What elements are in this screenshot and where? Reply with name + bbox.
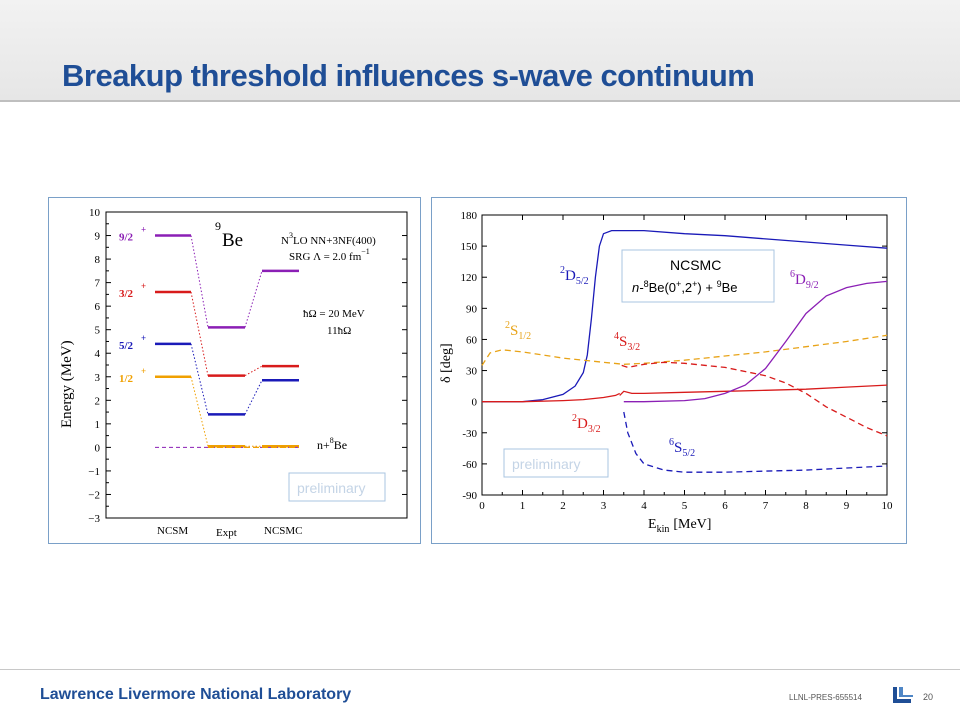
x-tick-label: 7 (763, 500, 769, 512)
level-connector (190, 343, 209, 415)
legend-box (621, 249, 775, 303)
threshold-label: n+8Be (317, 436, 347, 452)
level-label: 1/2 (119, 373, 134, 385)
series-label: 4S3/2 (614, 331, 640, 353)
y-tick-label: 2 (95, 395, 101, 407)
footer-divider (0, 669, 960, 670)
hw-label: ħΩ = 20 MeV (303, 308, 365, 320)
preliminary-watermark: preliminary (512, 456, 580, 472)
y-tick-label: -90 (462, 490, 477, 502)
column-label-ncsmc: NCSMC (264, 525, 303, 537)
phase-shift-chart: 0 1 2 3 4 5 6 7 8 9 10 180 150 120 90 60 30 0 -30 -60 -90 δ … (439, 210, 894, 535)
y-tick-label: 4 (95, 348, 101, 360)
x-tick-label: 10 (882, 500, 894, 512)
nmax-label: 11ħΩ (327, 325, 351, 337)
y-tick-label: 1 (95, 419, 101, 431)
legend-text: n-8Be(0+,2+) + 9Be (632, 279, 738, 295)
preliminary-box (288, 472, 386, 502)
column-label-expt: Expt (216, 527, 237, 539)
x-tick-label: 4 (641, 500, 647, 512)
y-tick-label: -60 (462, 459, 477, 471)
series-line (482, 229, 888, 403)
level-parity: + (141, 281, 146, 291)
footer-document-code: LLNL-PRES-655514 (789, 693, 862, 702)
y-tick-label: -30 (462, 428, 477, 440)
series-label: 2S1/2 (505, 320, 531, 342)
y-axis-label: δ [deg] (439, 343, 454, 383)
series-line (481, 334, 888, 366)
y-tick-label: −3 (88, 513, 100, 525)
slide-title: Breakup threshold influences s-wave cont… (62, 58, 755, 93)
y-tick-label: 8 (95, 254, 101, 266)
llnl-logo-icon (893, 687, 913, 703)
srg-label: SRG Λ = 2.0 fm−1 (289, 247, 370, 263)
phase-shift-panel: 0 1 2 3 4 5 6 7 8 9 10 180 150 120 90 60 30 0 -30 -60 -90 δ … (431, 197, 907, 544)
x-tick-label: 6 (722, 500, 728, 512)
series-line (623, 280, 888, 403)
y-tick-label: 30 (466, 366, 478, 378)
level-connector (244, 380, 263, 415)
x-tick-label: 1 (520, 500, 526, 512)
nucleus-mass: 9 (215, 219, 221, 233)
level-connector (190, 291, 209, 376)
x-tick-label: 2 (560, 500, 566, 512)
level-connector (244, 365, 263, 377)
x-tick-label: 3 (601, 500, 607, 512)
level-parity: + (141, 225, 146, 235)
interaction-label: N3LO NN+3NF(400) (281, 231, 376, 247)
y-tick-label: 9 (95, 231, 101, 243)
title-band (0, 0, 960, 102)
y-tick-label: 90 (466, 303, 478, 315)
level-label: 9/2 (119, 232, 134, 244)
level-parity: + (141, 366, 146, 376)
series-line (621, 361, 888, 437)
series-label: 6S5/2 (669, 437, 695, 459)
x-tick-label: 8 (803, 500, 809, 512)
x-tick-label: 0 (479, 500, 485, 512)
x-tick-label: 5 (682, 500, 688, 512)
column-label-ncsm: NCSM (157, 525, 188, 537)
level-connector (190, 235, 209, 328)
series-label: 2D5/2 (560, 265, 589, 287)
y-tick-label: 0 (95, 442, 101, 454)
footer-organization: Lawrence Livermore National Laboratory (40, 686, 352, 703)
y-tick-label: 150 (461, 241, 478, 253)
series-line (623, 411, 888, 473)
y-tick-label: 5 (95, 325, 101, 337)
y-axis-label: Energy (MeV) (59, 340, 75, 428)
y-tick-label: −1 (88, 466, 100, 478)
y-tick-label: 120 (461, 272, 478, 284)
plot-frame (105, 211, 408, 519)
series-label: 2D3/2 (572, 413, 601, 435)
level-parity: + (141, 333, 146, 343)
preliminary-box (503, 448, 609, 478)
level-scheme-panel: 10 9 8 7 6 5 4 3 2 1 0 −1 −2 −3 9/2 +3/2 +5/2 +1/2 + Ener… (48, 197, 421, 544)
y-tick-label: 0 (472, 397, 478, 409)
series-line (482, 392, 620, 403)
x-axis-label: Ekin [MeV] (648, 517, 711, 535)
series-line (619, 384, 888, 396)
level-connector (244, 270, 263, 328)
y-tick-label: 3 (95, 372, 101, 384)
y-tick-label: 180 (461, 210, 478, 222)
y-tick-label: −2 (88, 489, 100, 501)
y-tick-label: 60 (466, 334, 478, 346)
y-tick-label: 7 (95, 278, 101, 290)
x-tick-label: 9 (844, 500, 850, 512)
legend-title: NCSMC (670, 257, 721, 273)
page-number: 20 (923, 692, 934, 702)
y-tick-label: 10 (89, 207, 101, 219)
level-label: 5/2 (119, 340, 134, 352)
series-label: 6D9/2 (790, 269, 819, 291)
level-connector (190, 376, 209, 447)
preliminary-watermark: preliminary (297, 480, 365, 496)
y-tick-label: 6 (95, 301, 101, 313)
level-label: 3/2 (119, 288, 134, 300)
nucleus-symbol: Be (222, 230, 243, 251)
